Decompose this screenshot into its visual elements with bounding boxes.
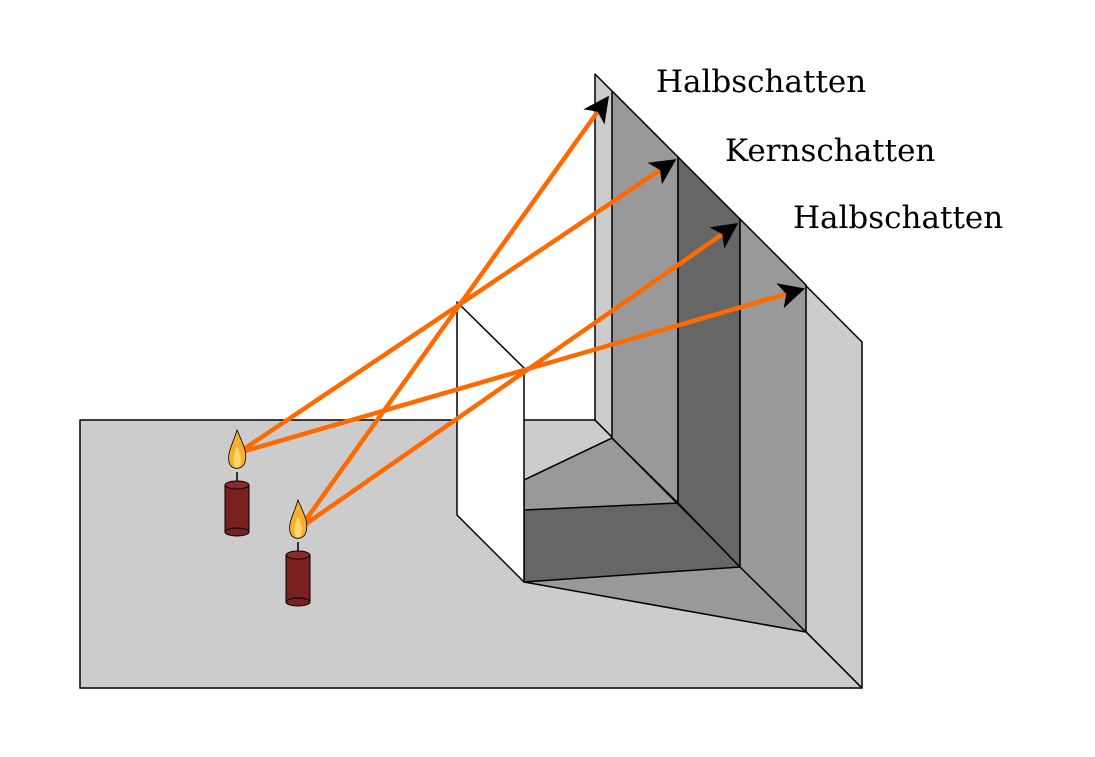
- label-umbra: Kernschatten: [725, 133, 935, 169]
- label-penumbra-bottom: Halbschatten: [793, 200, 1003, 236]
- ray-candle1-to-penumbra-bottom: [235, 283, 805, 456]
- wall-penumbra-left: [611, 90, 679, 504]
- wall-umbra: [677, 156, 741, 568]
- light-rays: [235, 95, 805, 531]
- ray-candle2-to-umbra-bottom: [297, 223, 739, 531]
- ray-candle2-to-penumbra-top: [297, 95, 610, 531]
- obstacle-panel: [456, 301, 525, 583]
- wall-penumbra-right: [739, 218, 807, 633]
- ray-candle1-to-umbra-top: [235, 159, 677, 456]
- candle-icon: [285, 498, 311, 607]
- label-penumbra-top: Halbschatten: [656, 64, 866, 100]
- candle-icon: [224, 428, 250, 537]
